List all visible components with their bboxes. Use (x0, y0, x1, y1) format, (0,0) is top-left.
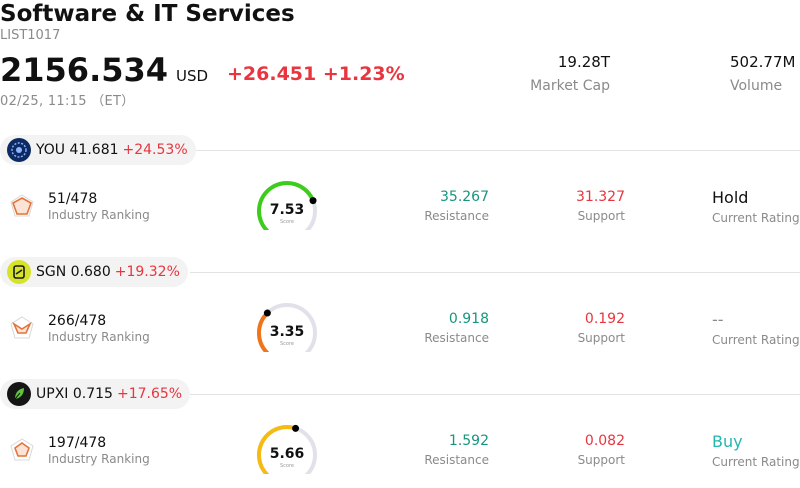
ranking-label: Industry Ranking (48, 330, 150, 344)
score-gauge: 3.35 Score (257, 303, 317, 352)
score-gauge-fill (257, 181, 316, 230)
sgn-logo-icon (7, 260, 31, 284)
score-label: Score (280, 463, 294, 469)
score-label: Score (280, 219, 294, 225)
current-rating-label: Current Rating (712, 455, 800, 469)
score-gauge-fill (256, 424, 298, 474)
index-code: LIST1017 (0, 28, 61, 43)
current-rating: Buy (712, 432, 743, 451)
support-value: 0.082 (584, 433, 625, 449)
page-title: Software & IT Services (0, 1, 295, 27)
score-gauge: 7.53 Score (257, 181, 317, 230)
divider (190, 394, 800, 395)
stock-price: 0.680 (70, 264, 111, 280)
divider (190, 150, 800, 151)
ranking-value: 266/478 (48, 313, 107, 329)
support-label: Support (577, 453, 625, 467)
stock-ticker: UPXI (36, 386, 69, 402)
score-gauge-marker (292, 424, 300, 432)
volume-value: 502.77M (730, 53, 796, 71)
ranking-radar-icon (10, 194, 34, 217)
support-label: Support (577, 331, 625, 345)
stock-pill-sgn[interactable]: SGN 0.680 +19.32% (0, 257, 188, 287)
index-price: 2156.534 (0, 51, 169, 89)
support-value: 0.192 (584, 311, 625, 327)
support-label: Support (577, 209, 625, 223)
resistance-label: Resistance (424, 209, 489, 223)
market-cap-value: 19.28T (557, 53, 610, 71)
ranking-radar-icon (10, 316, 34, 339)
you-logo-icon (7, 138, 31, 162)
score-gauge: 5.66 Score (256, 424, 317, 474)
support-value: 31.327 (576, 189, 625, 205)
score-gauge-fill (257, 311, 270, 352)
upxi-logo-icon (7, 382, 31, 406)
stock-change: +19.32% (114, 264, 180, 280)
score-value: 5.66 (270, 446, 305, 462)
resistance-value: 1.592 (448, 433, 489, 449)
score-value: 7.53 (270, 202, 305, 218)
score-gauge-marker (309, 197, 317, 205)
ranking-value: 197/478 (48, 435, 107, 451)
ranking-label: Industry Ranking (48, 452, 150, 466)
ranking-radar-icon (10, 438, 34, 461)
stock-price: 0.715 (72, 386, 113, 402)
current-rating-label: Current Rating (712, 211, 800, 225)
divider (190, 272, 800, 273)
timestamp: 02/25, 11:15 （ET） (0, 94, 135, 109)
stock-ticker: YOU (36, 142, 66, 158)
stock-pill-you[interactable]: YOU 41.681 +24.53% (0, 135, 196, 165)
stock-ticker: SGN (36, 264, 67, 280)
stock-change: +17.65% (116, 386, 183, 402)
market-cap-label: Market Cap (530, 78, 610, 94)
current-rating: Hold (712, 188, 749, 207)
resistance-label: Resistance (424, 453, 489, 467)
current-rating-label: Current Rating (712, 333, 800, 347)
ranking-label: Industry Ranking (48, 208, 150, 222)
stock-pill-upxi[interactable]: UPXI 0.715 +17.65% (0, 379, 191, 409)
current-rating: -- (712, 310, 724, 329)
resistance-value: 35.267 (440, 189, 489, 205)
volume-label: Volume (730, 78, 783, 94)
stock-change: +24.53% (122, 142, 188, 158)
score-gauge-marker (263, 309, 271, 317)
ranking-value: 51/478 (48, 191, 98, 207)
price-change: +26.451 +1.23% (227, 63, 405, 85)
resistance-value: 0.918 (448, 311, 489, 327)
score-value: 3.35 (270, 324, 305, 340)
stock-price: 41.681 (69, 142, 119, 158)
score-label: Score (280, 341, 294, 347)
currency-label: USD (176, 67, 209, 85)
resistance-label: Resistance (424, 331, 489, 345)
